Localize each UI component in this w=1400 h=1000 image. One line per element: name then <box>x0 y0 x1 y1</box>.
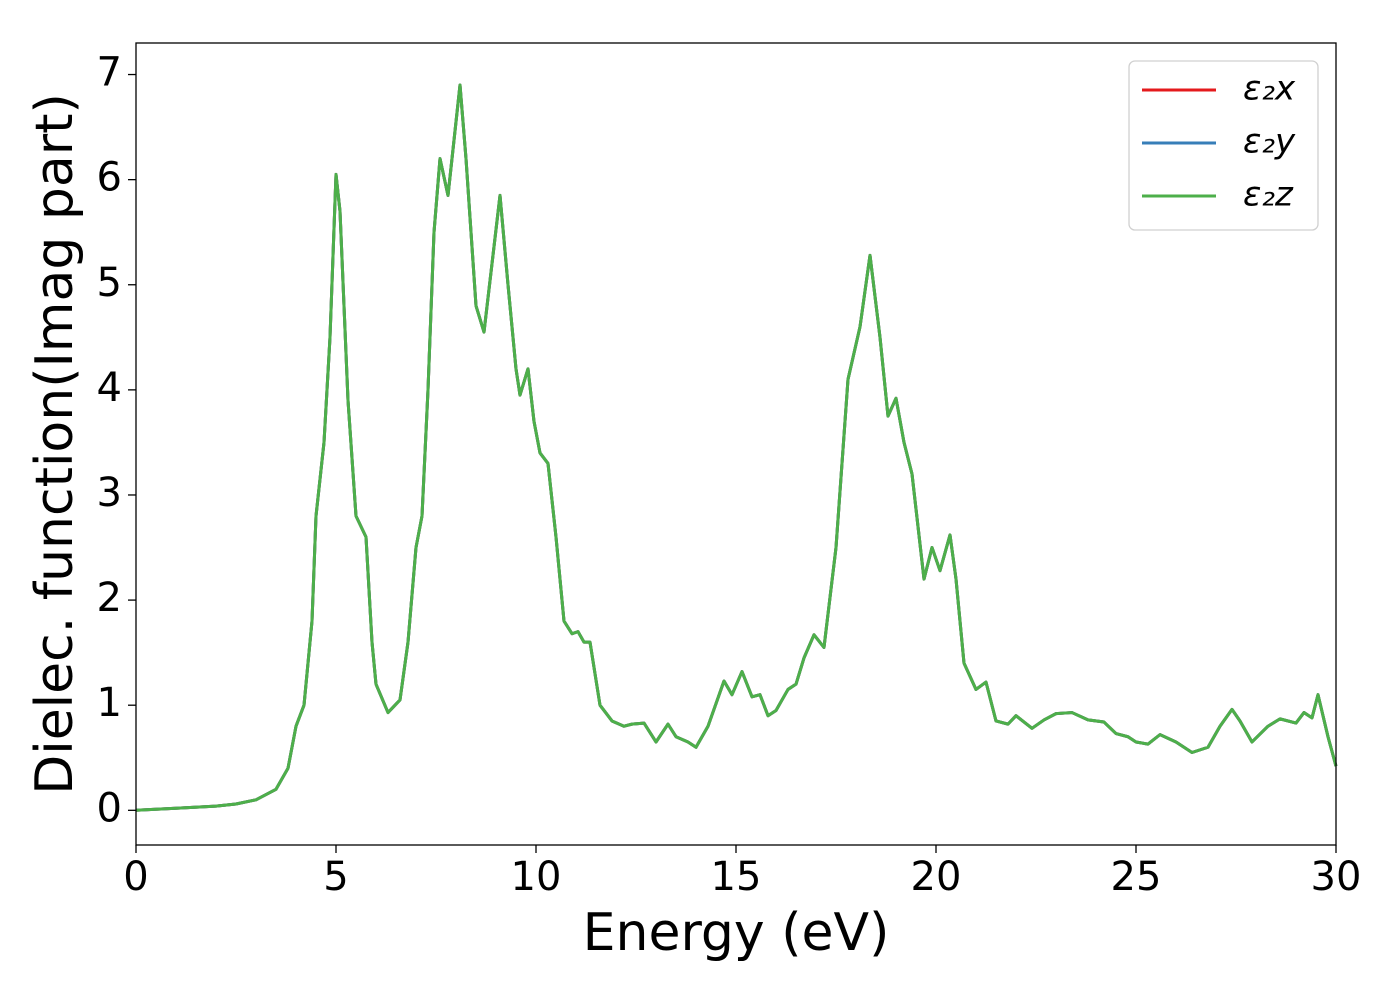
y-tick-label: 0 <box>97 785 122 831</box>
x-tick-label: 15 <box>711 854 762 900</box>
legend-label: ε₂z <box>1243 175 1294 215</box>
y-tick-label: 1 <box>97 680 122 726</box>
y-axis-label: Dielec. function(Imag part) <box>25 93 85 795</box>
legend: ε₂x ε₂y ε₂z <box>1128 60 1319 231</box>
y-tick-label: 5 <box>97 260 122 306</box>
x-tick-label: 0 <box>123 854 148 900</box>
y-tick-label: 4 <box>97 365 122 411</box>
y-tick-label: 3 <box>97 470 122 516</box>
y-tick-label: 2 <box>97 575 122 621</box>
x-tick-label: 10 <box>511 854 562 900</box>
x-axis-label: Energy (eV) <box>583 903 890 963</box>
y-tick-label: 7 <box>97 50 122 96</box>
x-tick-label: 25 <box>1111 854 1162 900</box>
legend-label: ε₂y <box>1243 122 1296 162</box>
series-line <box>135 83 1338 812</box>
x-tick-label: 5 <box>323 854 348 900</box>
x-tick-label: 20 <box>911 854 962 900</box>
legend-label: ε₂x <box>1243 69 1296 109</box>
legend-box <box>1128 60 1319 231</box>
x-tick-label: 30 <box>1311 854 1362 900</box>
y-tick-label: 6 <box>97 155 122 201</box>
